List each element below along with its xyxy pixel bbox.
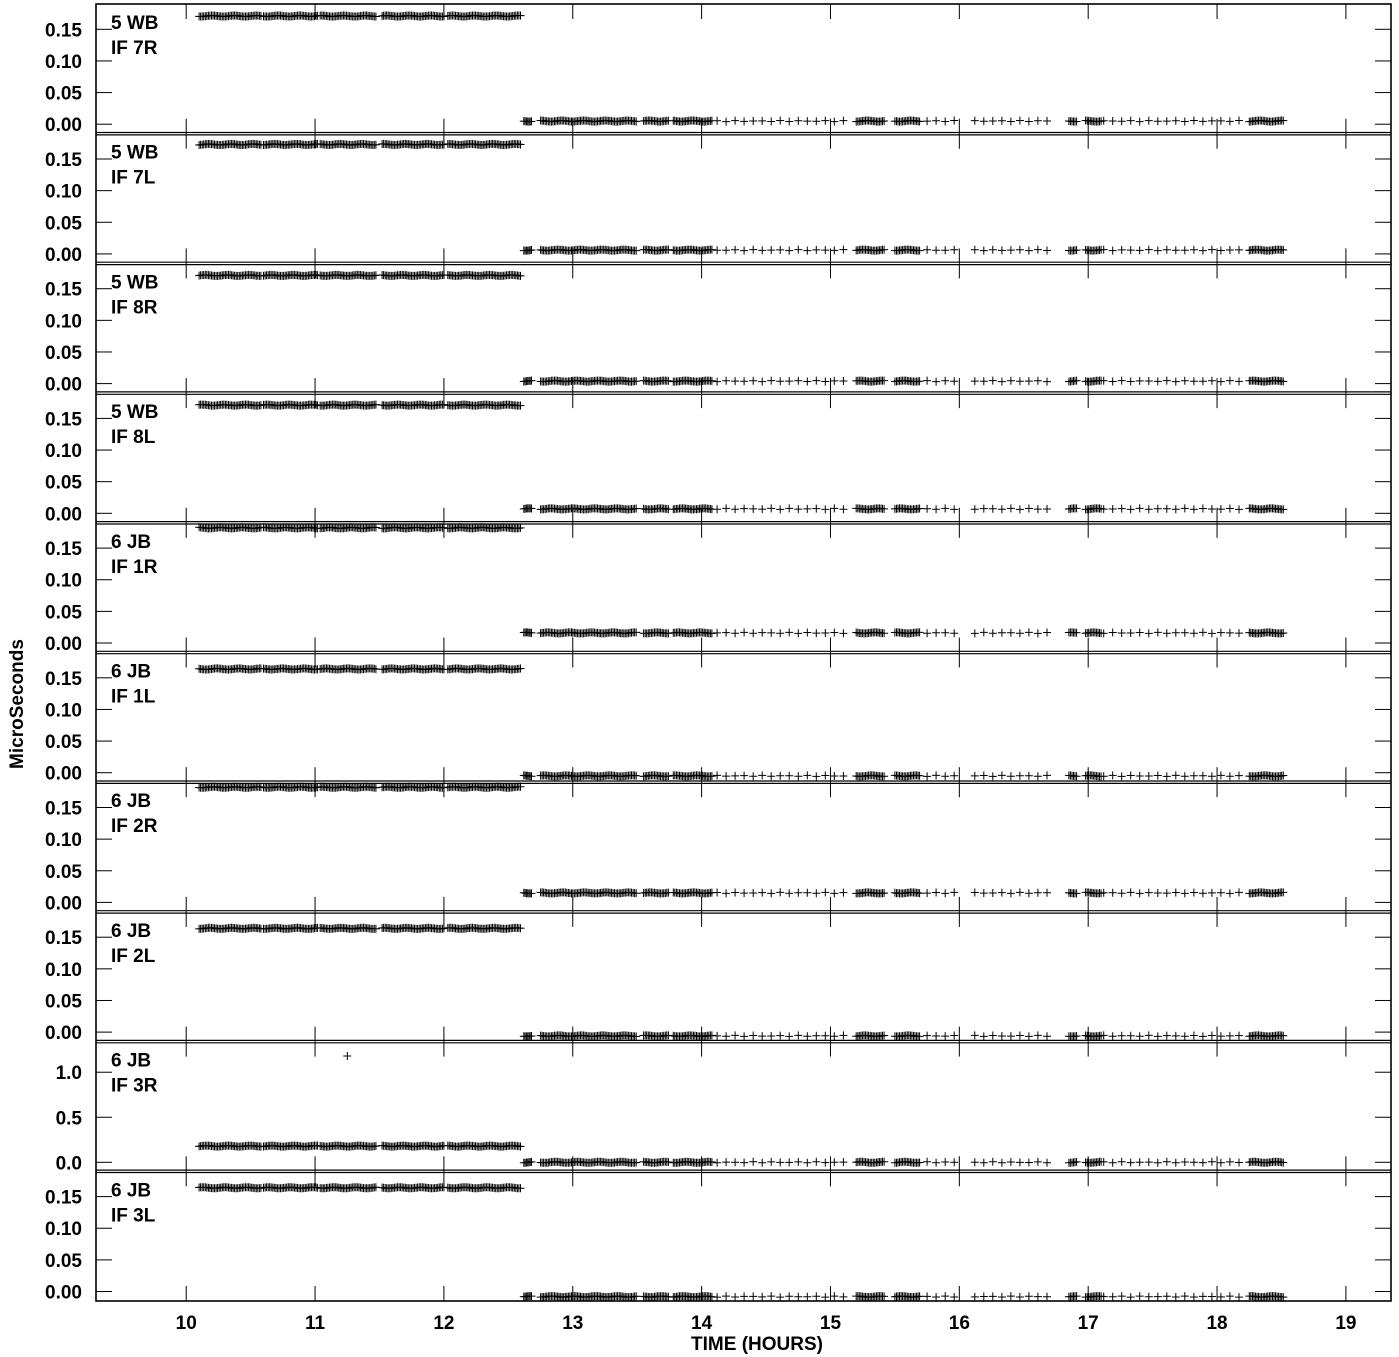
panel-9-y-tick-label: 0.0 — [56, 1153, 82, 1174]
panel-8-data-points — [195, 923, 1288, 1041]
panel-6-y-tick-label: 0.05 — [45, 732, 82, 753]
panel-10-station-label: 6 JB — [111, 1180, 151, 1201]
panel-3-y-tick-label: 0.10 — [45, 311, 82, 332]
panel-4-y-tick-label: 0.15 — [45, 409, 82, 430]
panel-7-if-label: IF 2R — [111, 816, 158, 837]
panel-10-y-tick-label: 0.00 — [45, 1283, 82, 1304]
panel-6-if-label: IF 1L — [111, 687, 156, 708]
panel-6-data-points — [195, 664, 1288, 781]
panel-5-station-label: 6 JB — [111, 532, 151, 553]
panel-10-if-label: IF 3L — [111, 1205, 156, 1226]
panel-10-y-tick-label: 0.15 — [45, 1188, 82, 1209]
panel-10-data-points — [195, 1183, 1288, 1302]
panel-8-y-tick-label: 0.10 — [45, 960, 82, 981]
panel-8-y-tick-label: 0.05 — [45, 991, 82, 1012]
panel-3-y-tick-label: 0.05 — [45, 343, 82, 364]
panel-1-if-label: IF 7R — [111, 38, 158, 59]
panel-6-y-tick-label: 0.00 — [45, 764, 82, 785]
panel-4-y-tick-label: 0.00 — [45, 504, 82, 525]
panel-3-y-tick-label: 0.00 — [45, 375, 82, 396]
panel-7-y-tick-label: 0.10 — [45, 830, 82, 851]
x-tick-label: 11 — [305, 1313, 326, 1334]
panel-4-data-points — [195, 400, 1288, 514]
panel-7-data-points — [195, 782, 1288, 898]
panel-3-data-points — [195, 270, 1288, 386]
panel-4-y-tick-label: 0.05 — [45, 473, 82, 494]
panel-6-y-tick-label: 0.15 — [45, 669, 82, 690]
x-tick-label: 17 — [1078, 1313, 1099, 1334]
panel-8-y-tick-label: 0.15 — [45, 928, 82, 949]
x-tick-label: 12 — [433, 1313, 454, 1334]
panel-7-y-tick-label: 0.00 — [45, 893, 82, 914]
panel-2-station-label: 5 WB — [111, 143, 159, 164]
x-axis-title: TIME (HOURS) — [691, 1334, 823, 1355]
plot-frames — [95, 3, 1392, 1302]
panel-1-y-tick-label: 0.10 — [45, 52, 82, 73]
panel-7-y-tick-label: 0.05 — [45, 862, 82, 883]
x-tick-label: 14 — [691, 1313, 713, 1334]
panel-1-data-points — [195, 11, 1288, 126]
panel-2-data-points — [195, 139, 1288, 255]
x-tick-label: 18 — [1206, 1313, 1227, 1334]
panel-8-y-tick-label: 0.00 — [45, 1023, 82, 1044]
panel-1-station-label: 5 WB — [111, 13, 159, 34]
panel-5-data-points — [195, 523, 1288, 638]
panel-1-y-tick-label: 0.05 — [45, 84, 82, 105]
panel-4-station-label: 5 WB — [111, 402, 159, 423]
panel-6-y-tick-label: 0.10 — [45, 700, 82, 721]
panel-5-y-tick-label: 0.15 — [45, 539, 82, 560]
panel-5-y-tick-label: 0.05 — [45, 602, 82, 623]
x-tick-label: 15 — [820, 1313, 842, 1334]
plot-frame — [95, 3, 1392, 1302]
x-tick-label: 16 — [949, 1313, 970, 1334]
panel-5-y-tick-label: 0.00 — [45, 634, 82, 655]
panel-7-station-label: 6 JB — [111, 791, 151, 812]
y-axis-title: MicroSeconds — [7, 639, 28, 769]
plot-marks — [195, 11, 1288, 1302]
panel-10-y-tick-label: 0.10 — [45, 1219, 82, 1240]
panel-6-station-label: 6 JB — [111, 662, 151, 683]
plot-labels: 0.00 0.05 0.10 0.15 5 WB IF 7R 0.00 0.05 0.10 0.1… — [45, 13, 1356, 1334]
panel-9-y-tick-label: 0.5 — [56, 1108, 83, 1129]
panel-7-y-tick-label: 0.15 — [45, 799, 82, 820]
panel-4-if-label: IF 8L — [111, 427, 156, 448]
panel-2-y-tick-label: 0.10 — [45, 182, 82, 203]
panel-3-station-label: 5 WB — [111, 272, 159, 293]
x-tick-label: 19 — [1335, 1313, 1356, 1334]
panel-8-station-label: 6 JB — [111, 921, 151, 942]
panel-9-if-label: IF 3R — [111, 1076, 158, 1097]
x-tick-label: 13 — [562, 1313, 583, 1334]
panel-2-y-tick-label: 0.15 — [45, 150, 82, 171]
panel-1-y-tick-label: 0.15 — [45, 20, 82, 41]
plot-ticks — [96, 4, 1391, 1301]
panel-9-y-tick-label: 1.0 — [56, 1063, 82, 1084]
x-tick-label: 10 — [176, 1313, 197, 1334]
panel-2-y-tick-label: 0.00 — [45, 245, 82, 266]
panel-3-y-tick-label: 0.15 — [45, 280, 82, 301]
panel-3-if-label: IF 8R — [111, 297, 158, 318]
panel-4-y-tick-label: 0.10 — [45, 441, 82, 462]
panel-9-station-label: 6 JB — [111, 1051, 151, 1072]
panel-8-if-label: IF 2L — [111, 946, 156, 967]
panel-2-y-tick-label: 0.05 — [45, 213, 82, 234]
panel-2-if-label: IF 7L — [111, 168, 156, 189]
panel-10-y-tick-label: 0.05 — [45, 1251, 82, 1272]
panel-5-y-tick-label: 0.10 — [45, 571, 82, 592]
panel-1-y-tick-label: 0.00 — [45, 115, 82, 136]
panel-5-if-label: IF 1R — [111, 557, 158, 578]
panel-9-data-points — [195, 1052, 1288, 1167]
